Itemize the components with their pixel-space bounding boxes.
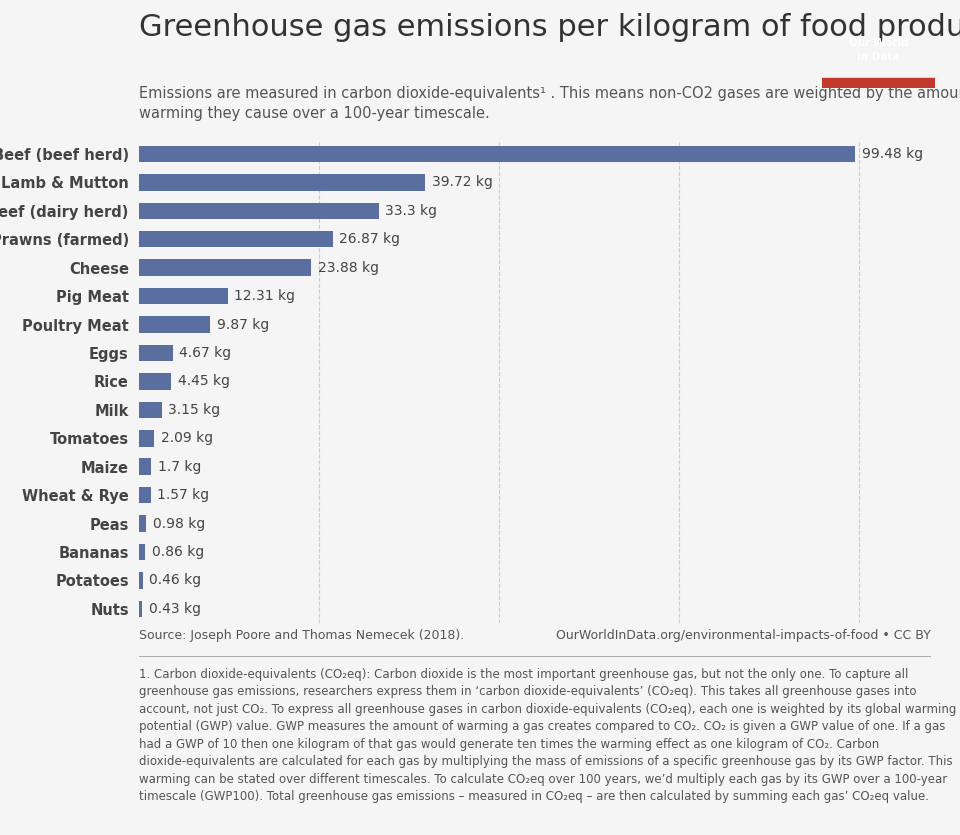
- Text: 99.48 kg: 99.48 kg: [862, 147, 924, 161]
- Text: 1. Carbon dioxide-equivalents (CO₂eq): Carbon dioxide is the most important gree: 1. Carbon dioxide-equivalents (CO₂eq): C…: [139, 668, 956, 803]
- Text: 0.98 kg: 0.98 kg: [153, 517, 205, 530]
- Bar: [139, 487, 151, 504]
- Text: Source: Joseph Poore and Thomas Nemecek (2018).: Source: Joseph Poore and Thomas Nemecek …: [139, 630, 465, 642]
- Bar: [139, 288, 228, 305]
- Text: 3.15 kg: 3.15 kg: [168, 402, 221, 417]
- Text: 0.46 kg: 0.46 kg: [149, 574, 201, 588]
- Text: 23.88 kg: 23.88 kg: [318, 261, 378, 275]
- Bar: [139, 402, 162, 418]
- Text: OurWorldInData.org/environmental-impacts-of-food • CC BY: OurWorldInData.org/environmental-impacts…: [557, 630, 931, 642]
- Text: 33.3 kg: 33.3 kg: [385, 204, 438, 218]
- Text: Emissions are measured in carbon dioxide-equivalents¹ . This means non-CO2 gases: Emissions are measured in carbon dioxide…: [139, 86, 960, 121]
- Text: 1.7 kg: 1.7 kg: [157, 460, 202, 473]
- Bar: [822, 78, 935, 88]
- Text: 4.45 kg: 4.45 kg: [178, 374, 229, 388]
- Bar: [139, 572, 142, 589]
- Text: 4.67 kg: 4.67 kg: [180, 346, 231, 360]
- Bar: [139, 373, 171, 390]
- Text: 2.09 kg: 2.09 kg: [160, 432, 213, 445]
- Bar: [139, 145, 855, 162]
- Text: Our World
in Data: Our World in Data: [849, 38, 908, 62]
- Text: 26.87 kg: 26.87 kg: [339, 232, 400, 246]
- Bar: [139, 316, 210, 333]
- Bar: [139, 260, 311, 276]
- Text: 1.57 kg: 1.57 kg: [157, 488, 209, 502]
- Text: 12.31 kg: 12.31 kg: [234, 289, 296, 303]
- Bar: [139, 458, 152, 475]
- Text: 0.86 kg: 0.86 kg: [152, 545, 204, 559]
- Bar: [139, 430, 155, 447]
- Bar: [139, 231, 333, 247]
- Bar: [139, 175, 425, 190]
- Text: 9.87 kg: 9.87 kg: [217, 317, 269, 331]
- Bar: [139, 600, 142, 617]
- Bar: [139, 203, 379, 219]
- Text: 39.72 kg: 39.72 kg: [432, 175, 492, 190]
- Text: Greenhouse gas emissions per kilogram of food product: Greenhouse gas emissions per kilogram of…: [139, 13, 960, 42]
- Text: 0.43 kg: 0.43 kg: [149, 602, 201, 616]
- Bar: [139, 345, 173, 362]
- Bar: [139, 544, 145, 560]
- Bar: [139, 515, 146, 532]
